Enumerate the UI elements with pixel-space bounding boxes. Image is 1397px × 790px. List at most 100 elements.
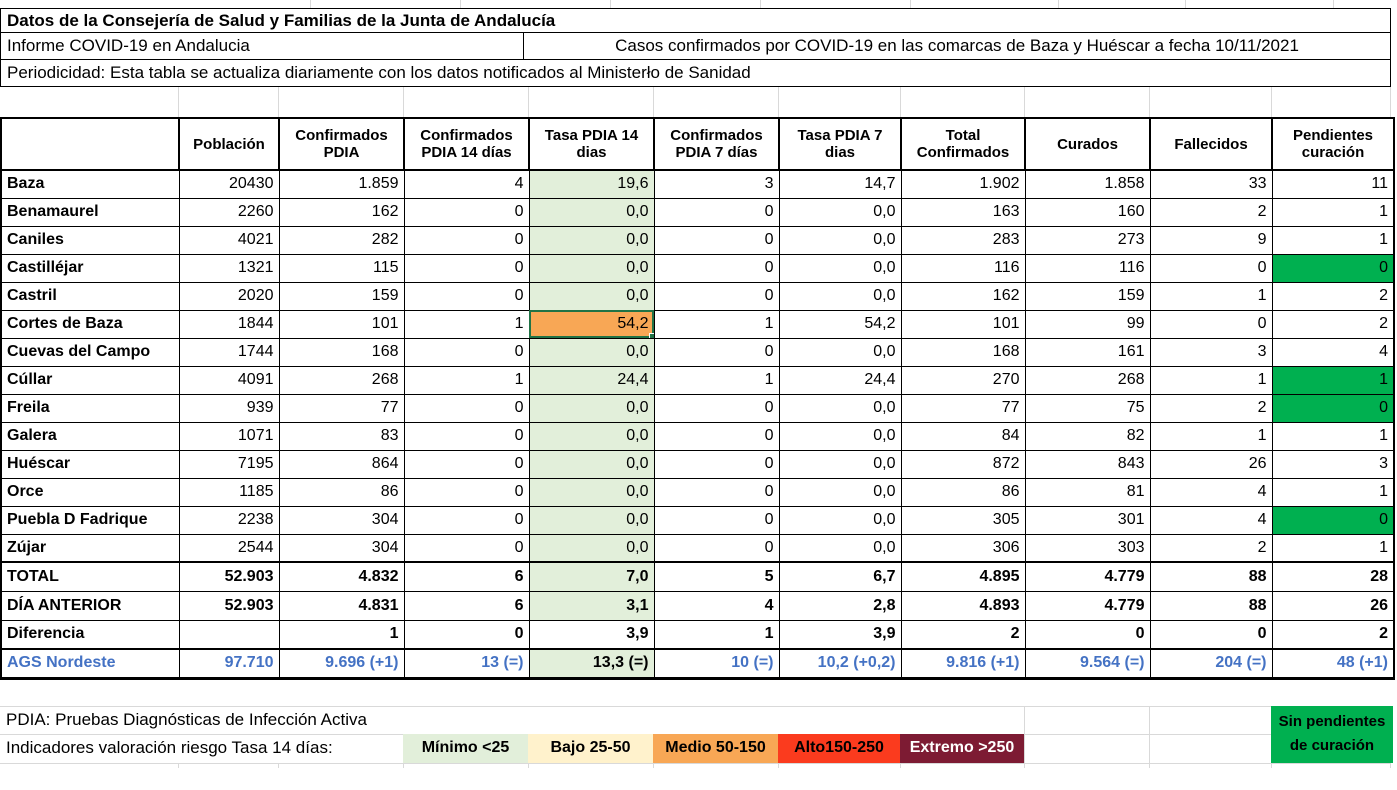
row-label[interactable]: Baza xyxy=(0,169,180,199)
table-cell[interactable]: 97.710 xyxy=(178,648,280,680)
header-tasa-pdia-7[interactable]: Tasa PDIA 7 dias xyxy=(778,117,902,171)
row-label[interactable]: Zújar xyxy=(0,533,180,563)
table-cell[interactable]: 306 xyxy=(900,533,1026,563)
table-cell[interactable]: 159 xyxy=(1024,281,1151,311)
table-cell[interactable]: 116 xyxy=(900,253,1026,283)
table-cell[interactable]: 2 xyxy=(1271,619,1395,650)
table-cell[interactable]: 4.832 xyxy=(278,561,405,592)
table-cell[interactable]: 101 xyxy=(900,309,1026,339)
table-cell[interactable]: 0 xyxy=(1271,393,1395,423)
header-curados[interactable]: Curados xyxy=(1024,117,1151,171)
table-cell[interactable]: 13 (=) xyxy=(403,648,530,680)
row-label[interactable]: Huéscar xyxy=(0,449,180,479)
header-poblacion[interactable]: Población xyxy=(178,117,280,171)
table-cell[interactable]: 10 (=) xyxy=(653,648,780,680)
table-cell[interactable]: 4.779 xyxy=(1024,590,1151,621)
table-cell[interactable]: 0,0 xyxy=(528,197,655,227)
table-cell[interactable]: 168 xyxy=(900,337,1026,367)
table-cell[interactable]: 1 xyxy=(278,619,405,650)
table-cell[interactable]: 52.903 xyxy=(178,590,280,621)
title-row[interactable]: Datos de la Consejería de Salud y Famili… xyxy=(0,8,1391,33)
row-label[interactable]: DÍA ANTERIOR xyxy=(0,590,180,621)
table-cell[interactable]: 2 xyxy=(1149,393,1273,423)
table-cell[interactable]: 1 xyxy=(1149,421,1273,451)
table-cell[interactable]: 0 xyxy=(403,253,530,283)
table-cell[interactable]: 4.893 xyxy=(900,590,1026,621)
no-pending-note[interactable]: Sin pendientes de curación xyxy=(1271,705,1393,763)
table-cell[interactable]: 3 xyxy=(653,169,780,199)
table-cell[interactable]: 0 xyxy=(1271,253,1395,283)
table-cell[interactable]: 304 xyxy=(278,505,405,535)
legend-cell-medio[interactable]: Medio 50-150 xyxy=(653,733,778,763)
table-cell[interactable]: 4 xyxy=(653,590,780,621)
table-cell[interactable]: 0,0 xyxy=(528,533,655,563)
table-cell[interactable]: 26 xyxy=(1149,449,1273,479)
header-confirmados-pdia-7[interactable]: Confirmados PDIA 7 días xyxy=(653,117,780,171)
legend-cell-bajo[interactable]: Bajo 25-50 xyxy=(528,733,653,763)
table-cell[interactable]: 160 xyxy=(1024,197,1151,227)
row-label[interactable]: Cortes de Baza xyxy=(0,309,180,339)
table-cell[interactable]: 161 xyxy=(1024,337,1151,367)
table-cell[interactable]: 0,0 xyxy=(778,421,902,451)
cases-title-cell[interactable]: Casos confirmados por COVID-19 en las co… xyxy=(524,33,1390,59)
table-cell[interactable]: 0,0 xyxy=(778,337,902,367)
table-cell[interactable]: 54,2 xyxy=(778,309,902,339)
row-label[interactable]: Diferencia xyxy=(0,619,180,650)
table-cell[interactable]: 101 xyxy=(278,309,405,339)
table-cell[interactable]: 77 xyxy=(278,393,405,423)
table-cell[interactable]: 13,3 (=) xyxy=(528,648,655,680)
table-cell[interactable]: 6 xyxy=(403,590,530,621)
table-cell[interactable]: 4 xyxy=(1149,505,1273,535)
table-cell[interactable]: 2 xyxy=(900,619,1026,650)
table-cell[interactable]: 872 xyxy=(900,449,1026,479)
row-label[interactable]: Galera xyxy=(0,421,180,451)
table-cell[interactable]: 28 xyxy=(1271,561,1395,592)
table-cell[interactable]: 204 (=) xyxy=(1149,648,1273,680)
row-label[interactable]: Puebla D Fadrique xyxy=(0,505,180,535)
table-cell[interactable]: 1 xyxy=(1271,365,1395,395)
table-cell[interactable]: 3 xyxy=(1149,337,1273,367)
table-cell[interactable]: 86 xyxy=(900,477,1026,507)
table-cell[interactable]: 1 xyxy=(1271,197,1395,227)
table-cell[interactable]: 10,2 (+0,2) xyxy=(778,648,902,680)
table-cell[interactable]: 77 xyxy=(900,393,1026,423)
header-tasa-pdia-14[interactable]: Tasa PDIA 14 dias xyxy=(528,117,655,171)
table-cell[interactable]: 24,4 xyxy=(528,365,655,395)
table-cell[interactable]: 0 xyxy=(653,449,780,479)
table-cell[interactable]: 81 xyxy=(1024,477,1151,507)
table-cell[interactable]: 0,0 xyxy=(778,393,902,423)
table-cell[interactable]: 24,4 xyxy=(778,365,902,395)
table-cell[interactable]: 0,0 xyxy=(528,393,655,423)
table-cell[interactable]: 0 xyxy=(403,477,530,507)
table-cell[interactable]: 1.902 xyxy=(900,169,1026,199)
table-cell[interactable]: 0,0 xyxy=(528,449,655,479)
risk-label-cell[interactable]: Indicadores valoración riesgo Tasa 14 dí… xyxy=(0,734,1006,763)
table-cell[interactable]: 0 xyxy=(403,281,530,311)
table-cell[interactable]: 273 xyxy=(1024,225,1151,255)
table-cell[interactable]: 0 xyxy=(403,421,530,451)
table-cell[interactable]: 1.859 xyxy=(278,169,405,199)
row-label[interactable]: Caniles xyxy=(0,225,180,255)
table-cell[interactable]: 9.696 (+1) xyxy=(278,648,405,680)
row-label[interactable]: Castril xyxy=(0,281,180,311)
row-label[interactable]: Cuevas del Campo xyxy=(0,337,180,367)
table-cell[interactable]: 2,8 xyxy=(778,590,902,621)
table-cell[interactable]: 301 xyxy=(1024,505,1151,535)
table-cell[interactable]: 2544 xyxy=(178,533,280,563)
table-cell[interactable]: 2020 xyxy=(178,281,280,311)
table-cell[interactable]: 0,0 xyxy=(528,505,655,535)
table-cell[interactable]: 2238 xyxy=(178,505,280,535)
table-cell[interactable]: 0 xyxy=(403,225,530,255)
table-cell[interactable]: 52.903 xyxy=(178,561,280,592)
table-cell[interactable]: 304 xyxy=(278,533,405,563)
row-label[interactable]: Cúllar xyxy=(0,365,180,395)
table-cell[interactable]: 0,0 xyxy=(778,505,902,535)
table-cell[interactable]: 2 xyxy=(1149,197,1273,227)
table-cell[interactable]: 1 xyxy=(1271,421,1395,451)
table-cell[interactable]: 0,0 xyxy=(528,477,655,507)
table-cell[interactable]: 0 xyxy=(1149,619,1273,650)
table-cell[interactable]: 88 xyxy=(1149,590,1273,621)
table-cell[interactable]: 0 xyxy=(653,477,780,507)
row-label[interactable]: AGS Nordeste xyxy=(0,648,180,680)
table-cell[interactable]: 0 xyxy=(403,393,530,423)
